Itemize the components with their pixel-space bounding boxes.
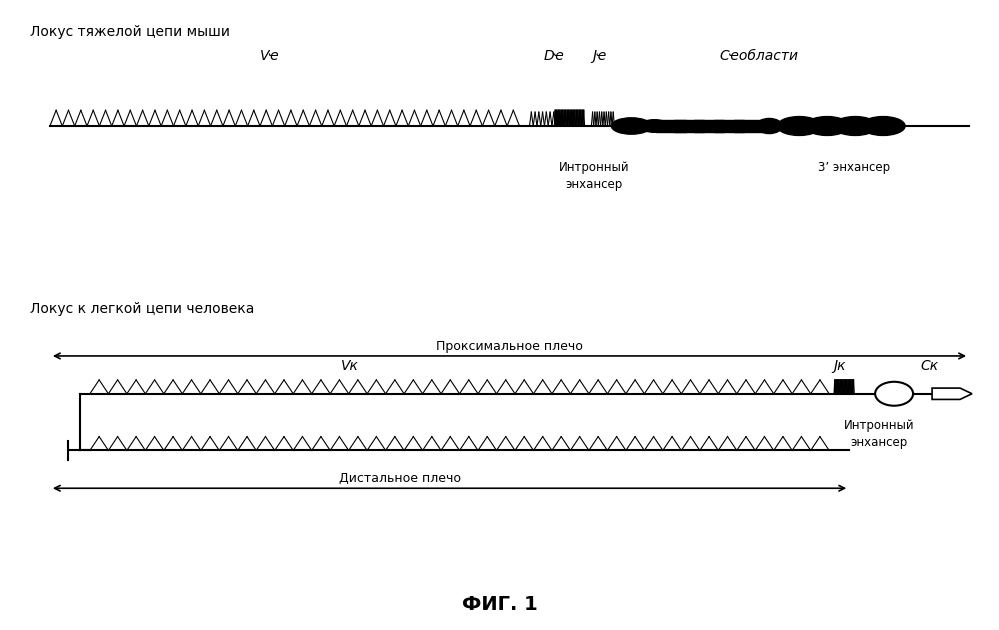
FancyArrow shape bbox=[932, 388, 972, 399]
FancyBboxPatch shape bbox=[656, 120, 686, 132]
Ellipse shape bbox=[756, 118, 782, 134]
Ellipse shape bbox=[805, 117, 849, 135]
FancyBboxPatch shape bbox=[714, 120, 744, 132]
Ellipse shape bbox=[639, 120, 669, 132]
FancyBboxPatch shape bbox=[734, 120, 764, 132]
Text: Cк: Cк bbox=[920, 359, 938, 373]
Text: Dҽ: Dҽ bbox=[544, 49, 564, 63]
Ellipse shape bbox=[861, 117, 905, 135]
FancyBboxPatch shape bbox=[694, 120, 724, 132]
FancyBboxPatch shape bbox=[674, 120, 704, 132]
Ellipse shape bbox=[777, 117, 821, 135]
Text: Vҽ: Vҽ bbox=[260, 49, 280, 63]
Text: Интронный
энхансер: Интронный энхансер bbox=[844, 419, 914, 449]
Text: 3’ энхансер: 3’ энхансер bbox=[818, 161, 890, 174]
Text: Дистальное плечо: Дистальное плечо bbox=[339, 472, 461, 485]
Ellipse shape bbox=[875, 382, 913, 406]
Ellipse shape bbox=[611, 118, 651, 134]
Text: ФИГ. 1: ФИГ. 1 bbox=[462, 595, 537, 614]
Ellipse shape bbox=[833, 117, 877, 135]
Text: Jҽ: Jҽ bbox=[592, 49, 606, 63]
Text: Интронный
энхансер: Интронный энхансер bbox=[559, 161, 629, 191]
Text: Проксимальное плечо: Проксимальное плечо bbox=[436, 340, 583, 353]
Text: Cҽобласти: Cҽобласти bbox=[719, 49, 799, 63]
Text: Локус к легкой цепи человека: Локус к легкой цепи человека bbox=[30, 302, 255, 316]
Text: Jк: Jк bbox=[833, 359, 845, 373]
Text: Локус тяжелой цепи мыши: Локус тяжелой цепи мыши bbox=[30, 25, 230, 39]
Text: Vк: Vк bbox=[341, 359, 359, 373]
